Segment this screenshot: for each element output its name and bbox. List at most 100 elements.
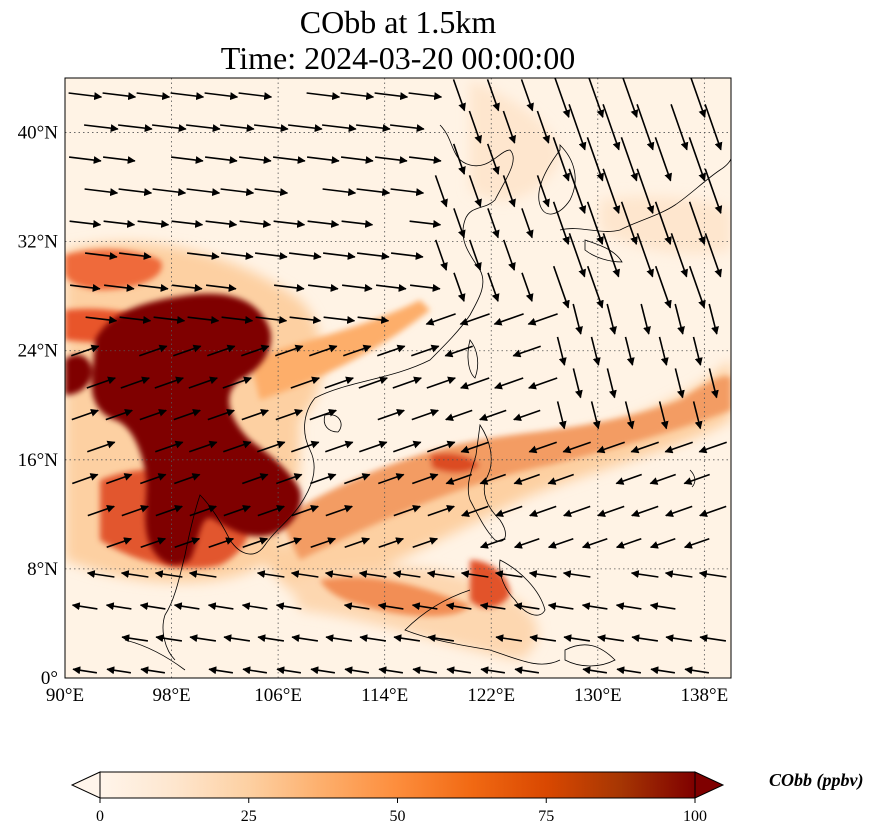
wind-arrow (68, 92, 103, 101)
wind-arrow (186, 188, 221, 197)
wind-arrow (340, 92, 375, 101)
wind-arrow (495, 505, 523, 518)
wind-arrow (140, 537, 167, 549)
wind-arrow (189, 634, 217, 643)
wind-arrow (581, 602, 608, 611)
wind-arrow (174, 537, 201, 549)
wind-arrow (172, 283, 203, 292)
wind-arrow (631, 505, 659, 518)
wind-arrow (257, 504, 285, 517)
wind-arrow (242, 666, 268, 675)
wind-arrow (359, 440, 388, 453)
wind-arrow (513, 537, 540, 549)
wind-arrow (378, 537, 405, 549)
wind-arrow (699, 505, 727, 518)
wind-arrow (223, 634, 251, 643)
wind-arrow (223, 440, 252, 453)
wind-arrow (460, 441, 489, 454)
wind-arrow (596, 441, 625, 454)
wind-arrow (562, 441, 591, 454)
wind-arrow (650, 666, 676, 675)
wind-arrow (554, 78, 571, 118)
lon-tick-label: 106°E (254, 685, 302, 706)
wind-arrow (708, 303, 719, 335)
wind-arrow (307, 219, 340, 228)
lon-tick-label: 114°E (361, 685, 408, 706)
colorbar-extend-min (70, 771, 101, 799)
wind-arrow (556, 336, 567, 366)
wind-arrow (256, 570, 285, 579)
wind-arrow (486, 79, 500, 112)
wind-arrow (343, 344, 372, 357)
wind-arrow (71, 344, 100, 357)
wind-arrow (602, 233, 620, 278)
wind-arrow (374, 92, 409, 101)
wind-arrow (86, 570, 115, 579)
wind-arrow (390, 124, 425, 133)
colorbar: 0 25 50 75 100 (70, 771, 725, 825)
wind-arrow (460, 570, 489, 579)
wind-arrow (479, 537, 506, 549)
wind-arrow (704, 233, 722, 278)
wind-arrow (140, 666, 166, 675)
wind-arrow (309, 344, 338, 357)
lon-tick-label: 98°E (152, 685, 190, 706)
wind-arrow (71, 602, 98, 611)
wind-arrow (187, 252, 220, 261)
wind-arrow (683, 537, 710, 549)
wind-arrow (72, 666, 98, 675)
wind-arrow (208, 537, 235, 549)
wind-arrow (412, 666, 438, 675)
wind-arrow (412, 537, 439, 549)
wind-arrow (654, 201, 672, 245)
colorbar-body (100, 772, 695, 798)
wind-arrow (582, 666, 608, 675)
wind-arrow (552, 137, 570, 182)
wind-arrow (521, 272, 534, 302)
wind-arrow (434, 239, 448, 271)
longitude-axis: 90°E 98°E 106°E 114°E 122°E 130°E 138°E (46, 685, 728, 706)
lat-tick-label: 0° (41, 668, 58, 689)
wind-arrow (486, 143, 500, 175)
wind-arrow (308, 283, 339, 292)
wind-arrow (306, 92, 341, 101)
wind-arrow (205, 156, 238, 165)
wind-arrow (692, 336, 703, 366)
wind-arrow (205, 219, 238, 228)
wind-arrow (536, 175, 550, 208)
wind-arrow (276, 666, 302, 675)
colorbar-tick-label: 50 (390, 808, 406, 825)
wind-arrow (356, 124, 391, 133)
wind-arrow (698, 570, 727, 579)
wind-arrow (276, 473, 303, 485)
wind-arrow (153, 315, 186, 324)
wind-arrow (378, 473, 405, 485)
wind-arrow (255, 252, 288, 261)
wind-arrow (502, 110, 516, 144)
wind-arrow (620, 201, 638, 245)
wind-arrow (291, 504, 319, 517)
wind-arrow (291, 440, 320, 453)
wind-arrow (512, 345, 541, 358)
wind-arrow (529, 505, 557, 518)
wind-arrow (536, 110, 550, 144)
co-plume-core (65, 293, 301, 565)
wind-arrow (649, 473, 676, 485)
wind-arrow (206, 283, 237, 292)
wind-arrow (606, 303, 617, 335)
wind-arrow (106, 537, 133, 549)
wind-arrow (118, 124, 153, 133)
wind-arrow (357, 252, 390, 261)
wind-arrow (411, 344, 440, 357)
wind-arrow (152, 124, 187, 133)
colorbar-ticks: 0 25 50 75 100 (96, 798, 707, 825)
wind-arrow (572, 368, 583, 399)
wind-arrow (444, 345, 473, 358)
lon-tick-label: 122°E (467, 685, 515, 706)
wind-arrow (527, 313, 558, 326)
wind-arrow (445, 409, 473, 422)
wind-arrow (409, 219, 442, 228)
wind-arrow (344, 666, 370, 675)
lon-tick-label: 90°E (46, 685, 84, 706)
wind-arrow (636, 104, 655, 151)
